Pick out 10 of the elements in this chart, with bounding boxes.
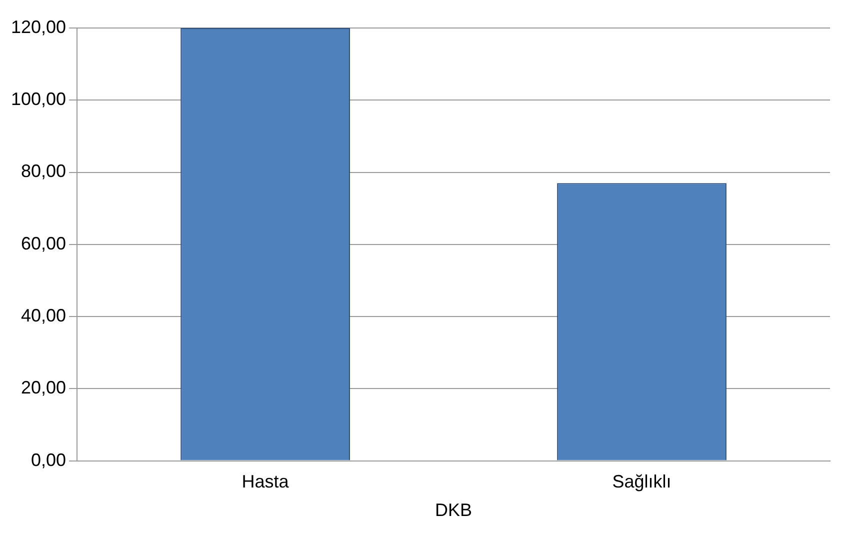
y-tick-label: 80,00 [21, 161, 66, 182]
x-tick-label: Sağlıklı [612, 472, 672, 492]
x-tick-label: Hasta [242, 472, 290, 492]
y-tick-label: 40,00 [21, 306, 66, 326]
y-tick-label: 60,00 [21, 233, 66, 254]
x-axis-title: DKB [435, 500, 472, 520]
y-tick-label: 0,00 [31, 450, 66, 470]
y-tick-label: 20,00 [21, 378, 66, 398]
y-tick-label: 120,00 [10, 16, 66, 37]
y-tick-label: 100,00 [10, 89, 66, 110]
